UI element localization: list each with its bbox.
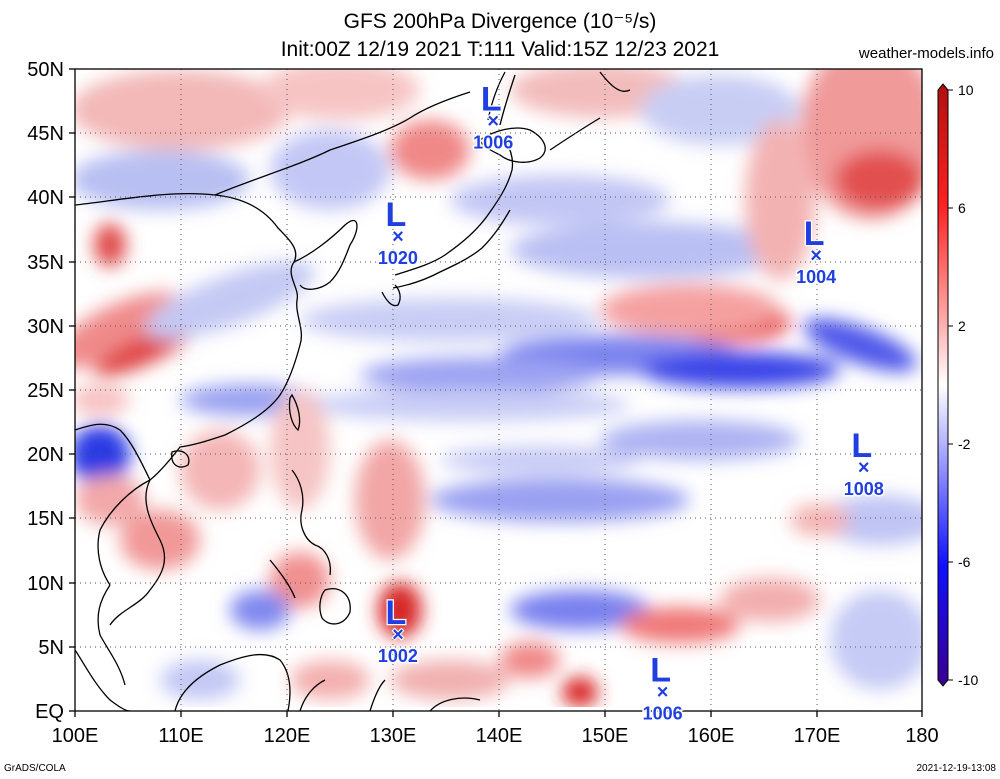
lat-label: 30N: [27, 316, 64, 338]
map-grid: [75, 69, 922, 711]
chart-subtitle: Init:00Z 12/19 2021 T:111 Valid:15Z 12/2…: [280, 38, 720, 61]
low-marker: L×1006: [472, 79, 515, 154]
lat-label: 10N: [27, 573, 64, 595]
low-marker: L×1002: [376, 593, 419, 668]
low-pressure-value: 1006: [643, 704, 683, 724]
low-center-x: ×: [657, 682, 669, 704]
lon-label: 180: [905, 725, 938, 747]
low-letter: L: [481, 80, 502, 118]
low-marker: L×1006: [641, 650, 684, 725]
longitude-labels: 100E 110E 120E 130E 140E 150E 160E 170E …: [52, 725, 939, 747]
low-pressure-value: 1008: [844, 479, 884, 499]
lat-label: 5N: [38, 637, 64, 659]
low-center-x: ×: [487, 110, 499, 132]
coastlines: [75, 71, 631, 711]
colorbar-ramp: [937, 83, 949, 687]
low-marker: L×1008: [842, 426, 885, 501]
lat-label: 25N: [27, 380, 64, 402]
low-pressure-value: 1020: [378, 248, 418, 268]
low-center-x: ×: [858, 457, 870, 479]
low-pressure-value: 1004: [796, 267, 836, 287]
source-credit: weather-models.info: [858, 45, 994, 62]
latitude-labels: 50N 45N 40N 35N 30N 25N 20N 15N 10N 5N E…: [27, 59, 64, 723]
lon-label: 140E: [476, 725, 523, 747]
lon-label: 100E: [52, 725, 99, 747]
colorbar-label: 2: [958, 318, 966, 334]
lat-label: 50N: [27, 59, 64, 81]
colorbar: 10 6 2 -2 -6 -10: [937, 82, 978, 688]
colorbar-label: -6: [958, 554, 971, 570]
lon-label: 130E: [370, 725, 417, 747]
axis-ticks: [69, 68, 923, 717]
low-center-x: ×: [392, 226, 404, 248]
low-pressure-value: 1006: [473, 132, 513, 152]
lat-label: EQ: [35, 701, 64, 723]
colorbar-label: 10: [958, 82, 974, 98]
lon-label: 150E: [582, 725, 629, 747]
low-marker: L×1020: [376, 195, 419, 270]
lat-label: 20N: [27, 444, 64, 466]
colorbar-label: -2: [958, 436, 971, 452]
low-pressure-value: 1002: [378, 646, 418, 666]
footer-timestamp: 2021-12-19-13:08: [916, 763, 996, 774]
lon-label: 110E: [158, 725, 203, 747]
divergence-field: [75, 69, 922, 711]
colorbar-label: -10: [958, 672, 978, 688]
lon-label: 160E: [688, 725, 735, 747]
lat-label: 35N: [27, 252, 64, 274]
chart-title: GFS 200hPa Divergence (10⁻⁵/s): [343, 10, 657, 33]
lat-label: 40N: [27, 187, 64, 209]
low-center-x: ×: [810, 245, 822, 267]
low-letter: L: [386, 594, 407, 632]
low-letter: L: [386, 196, 407, 234]
lat-label: 45N: [27, 123, 64, 145]
lat-label: 15N: [27, 508, 64, 530]
low-marker: L×1004: [795, 214, 838, 289]
lon-label: 120E: [264, 725, 311, 747]
low-center-x: ×: [392, 624, 404, 646]
lon-label: 170E: [794, 725, 841, 747]
colorbar-label: 6: [958, 200, 966, 216]
low-letter: L: [851, 427, 872, 465]
footer-software: GrADS/COLA: [4, 763, 66, 774]
low-letter: L: [650, 652, 671, 690]
low-letter: L: [804, 215, 825, 253]
